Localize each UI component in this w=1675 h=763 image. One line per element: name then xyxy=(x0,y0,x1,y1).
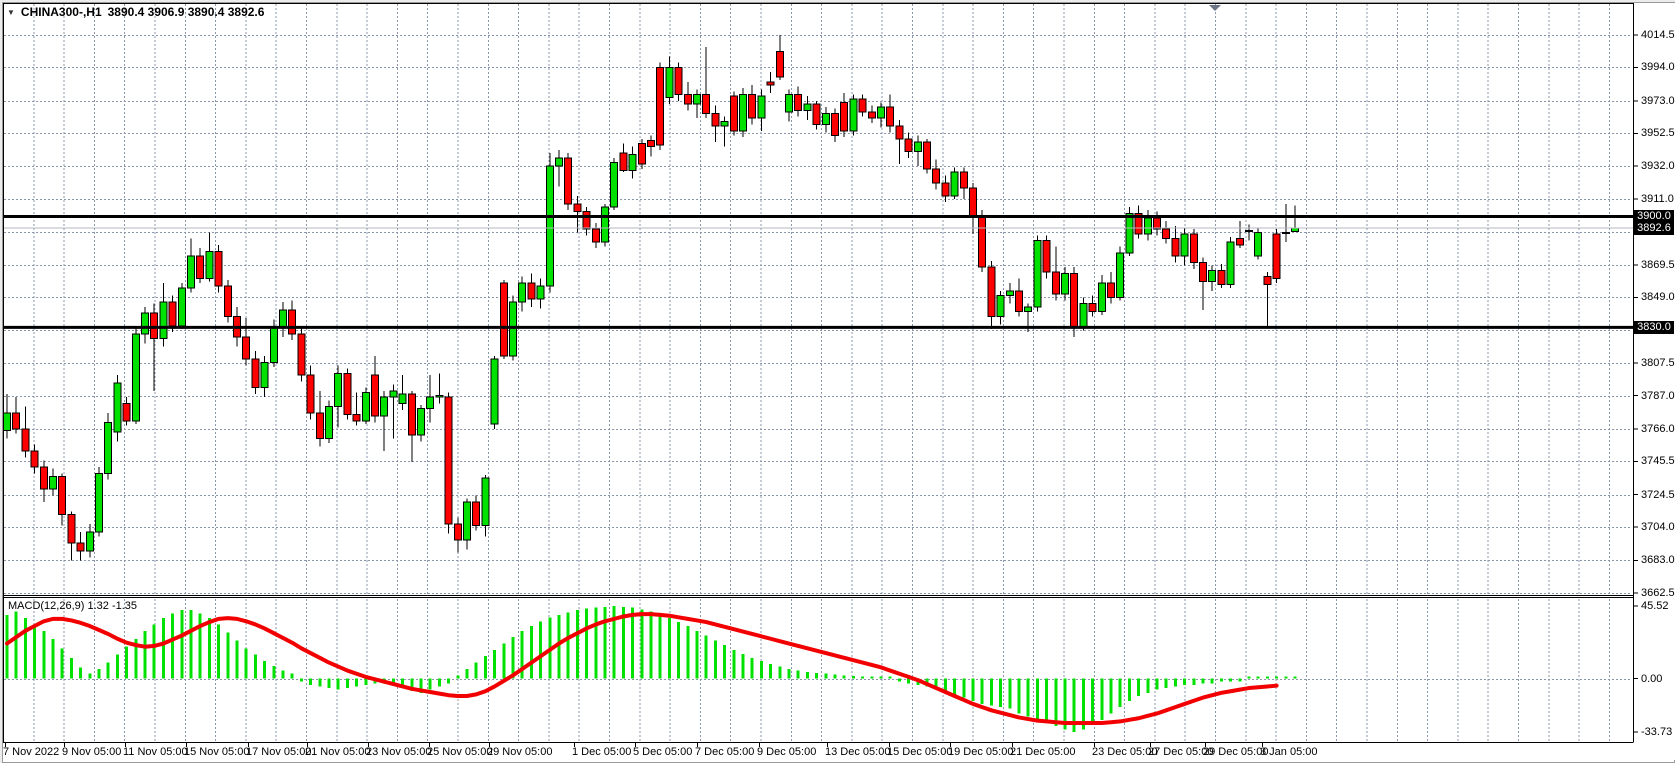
symbol-dropdown-icon[interactable]: ▼ xyxy=(7,7,15,17)
time-axis[interactable] xyxy=(3,742,1633,760)
chart-shift-marker-icon[interactable] xyxy=(1208,4,1222,12)
pane-divider[interactable] xyxy=(3,594,1633,598)
price-axis[interactable] xyxy=(1633,3,1675,742)
